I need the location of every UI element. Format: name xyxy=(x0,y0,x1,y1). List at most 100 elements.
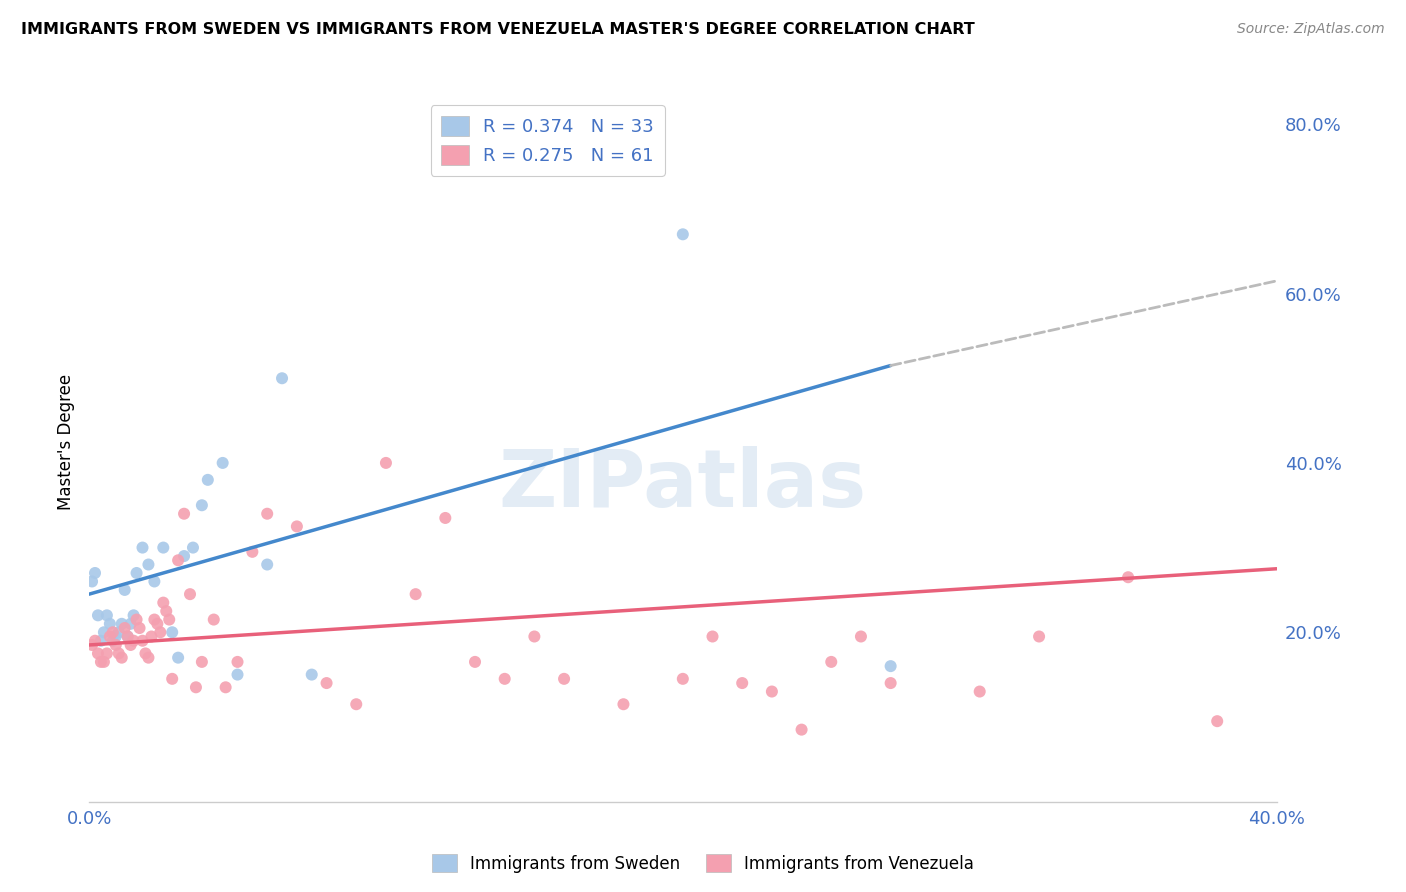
Point xyxy=(80,574,103,589)
Point xyxy=(117,630,139,644)
Point xyxy=(107,625,129,640)
Point xyxy=(1028,630,1050,644)
Point xyxy=(122,633,145,648)
Legend: R = 0.374   N = 33, R = 0.275   N = 61: R = 0.374 N = 33, R = 0.275 N = 61 xyxy=(430,105,665,176)
Point xyxy=(84,633,107,648)
Point xyxy=(969,684,991,698)
Point xyxy=(271,371,294,385)
Point xyxy=(117,630,139,644)
Point xyxy=(226,667,249,681)
Point xyxy=(464,655,486,669)
Text: IMMIGRANTS FROM SWEDEN VS IMMIGRANTS FROM VENEZUELA MASTER'S DEGREE CORRELATION : IMMIGRANTS FROM SWEDEN VS IMMIGRANTS FRO… xyxy=(21,22,974,37)
Point xyxy=(191,498,214,512)
Point xyxy=(80,638,103,652)
Point xyxy=(131,633,153,648)
Point xyxy=(114,621,136,635)
Point xyxy=(434,511,457,525)
Point xyxy=(98,630,121,644)
Point xyxy=(820,655,842,669)
Point xyxy=(315,676,337,690)
Point xyxy=(301,667,323,681)
Text: Source: ZipAtlas.com: Source: ZipAtlas.com xyxy=(1237,22,1385,37)
Point xyxy=(111,616,134,631)
Point xyxy=(879,659,901,673)
Point xyxy=(167,650,190,665)
Point xyxy=(344,698,367,712)
Point xyxy=(111,650,134,665)
Point xyxy=(143,574,166,589)
Point xyxy=(152,596,174,610)
Point xyxy=(197,473,219,487)
Point xyxy=(96,647,118,661)
Point xyxy=(672,227,695,242)
Y-axis label: Master's Degree: Master's Degree xyxy=(58,374,75,510)
Point xyxy=(191,655,214,669)
Point xyxy=(173,507,195,521)
Point xyxy=(761,684,783,698)
Point xyxy=(141,630,163,644)
Point xyxy=(90,633,112,648)
Point xyxy=(93,625,115,640)
Point xyxy=(1206,714,1229,728)
Point xyxy=(114,582,136,597)
Point xyxy=(790,723,813,737)
Point xyxy=(104,630,127,644)
Point xyxy=(152,541,174,555)
Point xyxy=(138,650,160,665)
Point xyxy=(849,630,872,644)
Point xyxy=(125,566,148,580)
Point xyxy=(702,630,724,644)
Point xyxy=(553,672,575,686)
Legend: Immigrants from Sweden, Immigrants from Venezuela: Immigrants from Sweden, Immigrants from … xyxy=(426,847,980,880)
Point xyxy=(211,456,233,470)
Point xyxy=(125,613,148,627)
Point xyxy=(128,621,150,635)
Point xyxy=(375,456,398,470)
Point xyxy=(214,681,236,695)
Point xyxy=(256,558,278,572)
Point xyxy=(122,608,145,623)
Point xyxy=(405,587,427,601)
Point xyxy=(120,638,142,652)
Point xyxy=(107,647,129,661)
Point xyxy=(96,608,118,623)
Point xyxy=(138,558,160,572)
Point xyxy=(87,608,110,623)
Point xyxy=(612,698,634,712)
Point xyxy=(285,519,308,533)
Point xyxy=(202,613,225,627)
Point xyxy=(184,681,207,695)
Point xyxy=(240,545,263,559)
Point xyxy=(160,625,183,640)
Point xyxy=(181,541,204,555)
Point xyxy=(155,604,177,618)
Point xyxy=(104,638,127,652)
Point xyxy=(149,625,172,640)
Point xyxy=(146,616,169,631)
Point xyxy=(494,672,516,686)
Point xyxy=(134,647,156,661)
Point xyxy=(87,647,110,661)
Point xyxy=(84,566,107,580)
Point xyxy=(131,541,153,555)
Point xyxy=(672,672,695,686)
Point xyxy=(731,676,754,690)
Point xyxy=(167,553,190,567)
Point xyxy=(101,633,124,648)
Text: ZIPatlas: ZIPatlas xyxy=(499,446,868,524)
Point xyxy=(160,672,183,686)
Point xyxy=(173,549,195,563)
Point xyxy=(226,655,249,669)
Point xyxy=(120,616,142,631)
Point xyxy=(98,616,121,631)
Point xyxy=(101,625,124,640)
Point xyxy=(523,630,546,644)
Point xyxy=(256,507,278,521)
Point xyxy=(157,613,180,627)
Point xyxy=(90,655,112,669)
Point xyxy=(93,655,115,669)
Point xyxy=(143,613,166,627)
Point xyxy=(1116,570,1139,584)
Point xyxy=(879,676,901,690)
Point xyxy=(179,587,201,601)
